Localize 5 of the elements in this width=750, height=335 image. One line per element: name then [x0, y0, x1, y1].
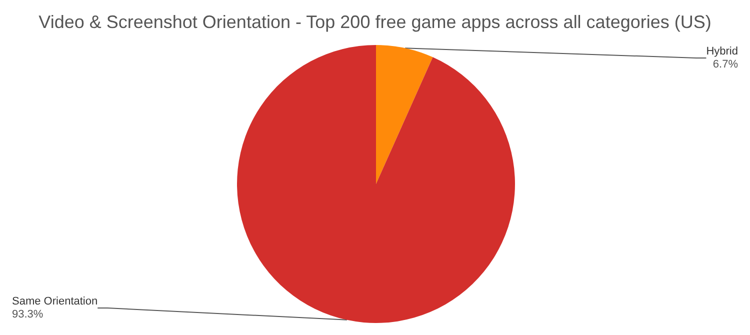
data-label: 93.3%	[12, 308, 44, 320]
data-label: 6.7%	[712, 58, 738, 70]
slice-label: Same Orientation	[12, 296, 98, 308]
chart-title: Video & Screenshot Orientation - Top 200 free game apps across all categories (US)	[38, 12, 712, 32]
slice-label: Hybrid	[706, 46, 738, 58]
